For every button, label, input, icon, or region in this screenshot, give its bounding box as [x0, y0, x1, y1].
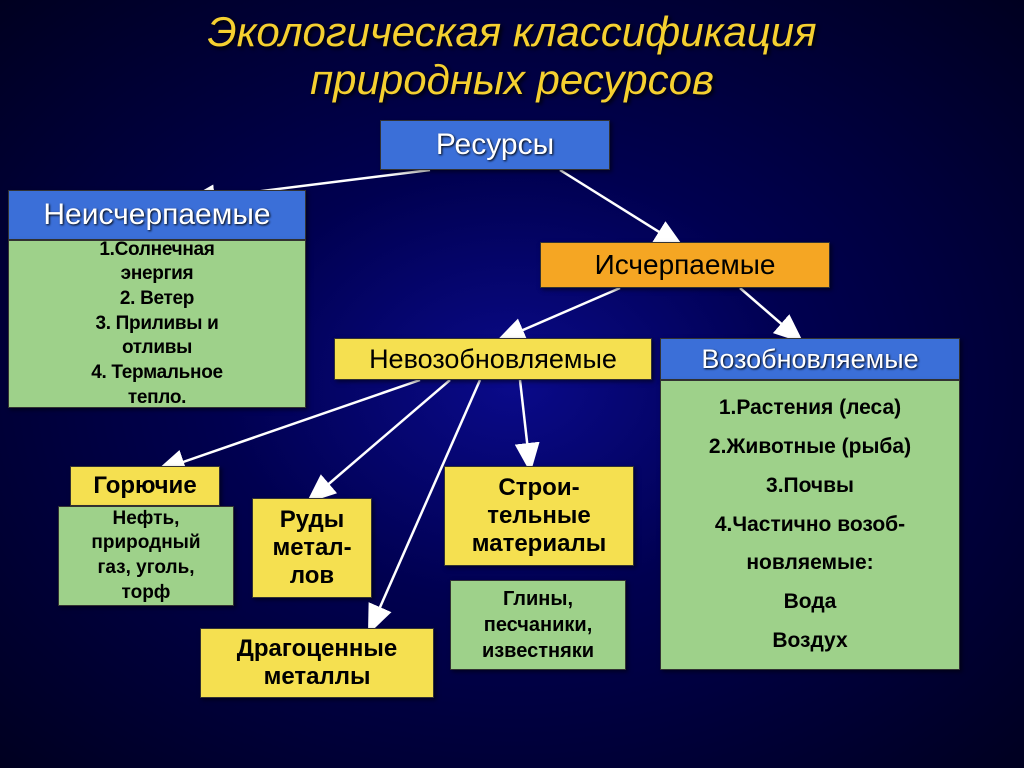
node-fuel-list: Нефть, природный газ, уголь, торф [58, 506, 234, 606]
node-construction-list: Глины, песчаники, известняки [450, 580, 626, 670]
node-resources: Ресурсы [380, 120, 610, 170]
node-construction: Строи- тельные материалы [444, 466, 634, 566]
node-exhaustible-label: Исчерпаемые [595, 249, 776, 281]
node-nonrenewable-label: Невозобновляемые [369, 344, 617, 375]
title-line-2: природных ресурсов [310, 56, 714, 103]
node-inexhaustible-list: 1.Солнечная энергия 2. Ветер 3. Приливы … [8, 240, 306, 408]
node-resources-label: Ресурсы [436, 128, 554, 162]
node-renewable-list: 1.Растения (леса) 2.Животные (рыба) 3.По… [660, 380, 960, 670]
node-fuel-label: Горючие [93, 472, 196, 500]
node-inexhaustible: Неисчерпаемые [8, 190, 306, 240]
node-renewable: Возобновляемые [660, 338, 960, 380]
node-precious: Драгоценные металлы [200, 628, 434, 698]
node-ores: Руды метал- лов [252, 498, 372, 598]
node-exhaustible: Исчерпаемые [540, 242, 830, 288]
node-fuel: Горючие [70, 466, 220, 506]
node-nonrenewable: Невозобновляемые [334, 338, 652, 380]
node-renewable-label: Возобновляемые [701, 344, 918, 375]
slide-title: Экологическая классификация природных ре… [0, 0, 1024, 105]
title-line-1: Экологическая классификация [207, 8, 816, 55]
node-inexhaustible-label: Неисчерпаемые [43, 198, 270, 232]
